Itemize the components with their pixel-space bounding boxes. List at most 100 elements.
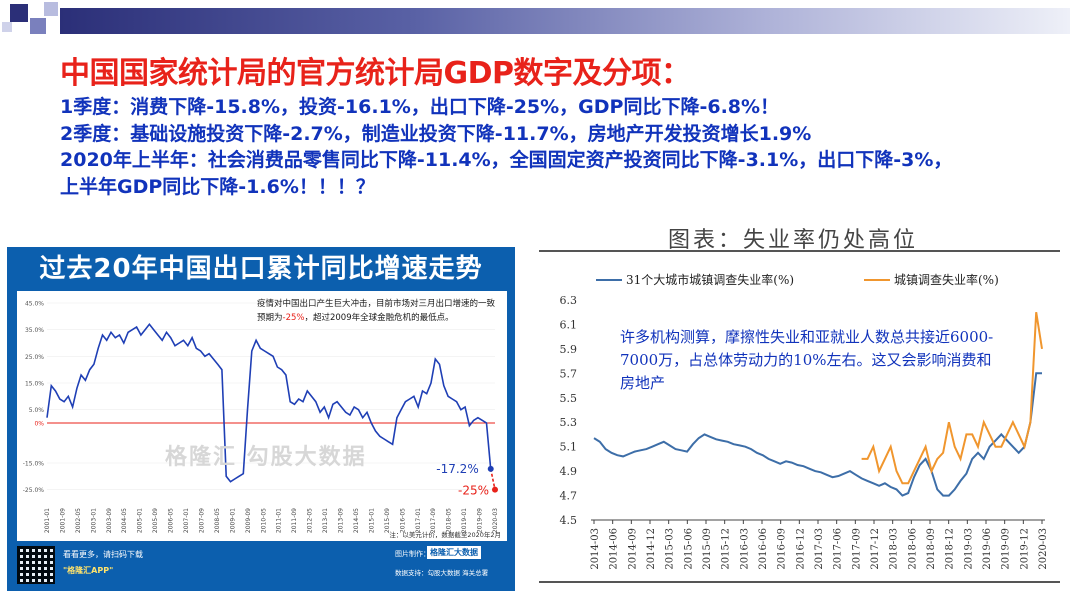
y-tick-label: 5.0% <box>29 407 45 414</box>
x-tick-label: 2019-06 <box>982 528 993 570</box>
x-tick-label: 2005-09 <box>152 508 159 533</box>
unemployment-chart-svg: 6.3 6.1 5.9 5.7 5.5 5.3 5.1 4.9 4.7 4.5 2014-03 201… <box>560 294 1050 570</box>
x-tick-label: 2002-05 <box>75 508 82 533</box>
x-tick-label: 2005-01 <box>137 508 144 533</box>
x-tick-label: 2012-05 <box>307 508 314 533</box>
x-tick-label: 2016-06 <box>758 528 769 570</box>
x-tick-label: 2019-03 <box>963 528 974 570</box>
x-tick-label: 2015-09 <box>384 508 391 533</box>
x-tick-label: 2015-12 <box>721 528 732 570</box>
export-chart-note: 疫情对中国出口产生巨大冲击，目前市场对三月出口增速的一致预期为-25%，超过20… <box>257 297 497 325</box>
y-tick-label: 4.9 <box>560 465 578 478</box>
y-tick-label: 5.1 <box>560 441 578 454</box>
series-31-cities-line <box>593 372 1042 497</box>
summary-lines: 1季度：消费下降-15.8%，投资-16.1%，出口下降-25%，GDP同比下降… <box>60 94 1070 200</box>
x-tick-label: 2007-09 <box>198 508 205 533</box>
annotation-mar: -25% <box>458 484 489 498</box>
export-chart-svg: 45.0% 35.0% 25.0% 15.0% 5.0% 0% -15.0% -25.0% 20… <box>23 301 499 534</box>
summary-line-gdp: 上半年GDP同比下降-1.6%！！！？ <box>60 175 375 198</box>
x-tick-label: 2014-06 <box>609 528 620 570</box>
unemployment-annotation: 许多机构测算，摩擦性失业和亚就业人数总共接近6000-7000万，占总体劳动力的… <box>620 328 994 392</box>
x-tick-label: 2009-09 <box>245 508 252 533</box>
y-tick-label: 35.0% <box>25 327 44 334</box>
deco-square <box>44 2 58 16</box>
x-tick-label: 2015-09 <box>702 528 713 570</box>
deco-square <box>30 18 46 34</box>
x-tick-label: 2016-09 <box>777 528 788 570</box>
x-tick-label: 2019-09 <box>1001 528 1012 570</box>
y-tick-label: 45.0% <box>25 301 44 308</box>
y-tick-label: -15.0% <box>23 461 45 468</box>
slide-title: 中国国家统计局的官方统计局GDP数字及分项： <box>60 56 691 91</box>
export-forecast-line <box>489 468 496 490</box>
note-part-1: 疫情对中国出口产生巨大冲击，目前市场对三月出口增速的一致预期为 <box>257 299 496 323</box>
x-tick-label: 2020-03 <box>1038 528 1049 570</box>
x-tick-label: 2017-03 <box>814 528 825 570</box>
y-tick-label: 0% <box>34 421 44 428</box>
y-tick-label: 5.9 <box>560 343 578 356</box>
watermark: 格隆汇 勾股大数据 <box>165 445 367 470</box>
export-chart-title: 过去20年中国出口累计同比增速走势 <box>39 254 483 284</box>
y-tick-label: 4.7 <box>560 490 578 503</box>
export-chart-area: 格隆汇 勾股大数据 45.0% 35.0% 25.0% 15.0% 5.0% 0% -15.… <box>17 291 507 541</box>
x-tick-label: 2017-12 <box>870 528 881 570</box>
x-tick-label: 2014-05 <box>353 508 360 533</box>
x-tick-label: 2014-09 <box>627 528 638 570</box>
y-tick-label: 15.0% <box>25 381 44 388</box>
x-tick-label: 2017-06 <box>833 528 844 570</box>
point-feb-2020 <box>487 465 494 472</box>
x-tick-label: 2017-09 <box>430 508 437 533</box>
deco-square <box>2 22 12 32</box>
legend-swatch-31-cities <box>596 279 622 281</box>
export-chart-panel: 过去20年中国出口累计同比增速走势 格隆汇 勾股大数据 45.0% 35.0% 25… <box>7 247 515 591</box>
x-tick-label: 2015-06 <box>683 528 694 570</box>
footer-made-by: 图片制作： <box>395 550 430 558</box>
legend-swatch-urban <box>864 279 890 281</box>
header-decoration <box>0 0 1080 40</box>
x-tick-label: 2011-09 <box>291 508 298 533</box>
deco-square <box>10 4 28 22</box>
export-growth-line <box>46 323 492 483</box>
x-tick-label: 2016-12 <box>795 528 806 570</box>
x-tick-label: 2020-03 <box>492 508 499 533</box>
x-tick-label: 2007-01 <box>183 508 190 533</box>
x-tick-label: 2017-09 <box>851 528 862 570</box>
annotation-feb: -17.2% <box>436 462 478 476</box>
export-chart-footer: 看看更多，请扫码下载 "格隆汇APP" 图片制作： 格隆汇大数据 数据支持：勾股… <box>7 541 515 591</box>
x-tick-label: 2018-09 <box>926 528 937 570</box>
x-tick-label: 2018-05 <box>446 508 453 533</box>
y-tick-label: 5.7 <box>560 367 578 380</box>
x-tick-label: 2011-01 <box>276 508 283 533</box>
y-tick-label: 5.5 <box>560 392 578 405</box>
footer-data-source: 数据支持：勾股大数据 海关总署 <box>395 569 489 577</box>
y-tick-label: 6.1 <box>560 318 578 331</box>
header-gradient-bar <box>60 8 1070 34</box>
export-chart-source: 注：以美元计价，数据截至2020年2月 <box>389 531 501 539</box>
y-tick-label: 5.3 <box>560 416 578 429</box>
y-tick-label: -25.0% <box>23 487 45 494</box>
x-tick-label: 2009-01 <box>229 508 236 533</box>
x-tick-label: 2019-09 <box>477 508 484 533</box>
x-tick-label: 2013-01 <box>322 508 329 533</box>
x-tick-label: 2006-05 <box>168 508 175 533</box>
x-tick-label: 2016-03 <box>739 528 750 570</box>
x-tick-label: 2019-12 <box>1019 528 1030 570</box>
legend-31-cities: 31个大城市城镇调查失业率(%) <box>626 273 795 287</box>
x-tick-label: 2018-12 <box>945 528 956 570</box>
summary-line-q1: 1季度：消费下降-15.8%，投资-16.1%，出口下降-25%，GDP同比下降… <box>60 96 780 118</box>
summary-line-q2: 2季度：基础设施投资下降-2.7%，制造业投资下降-11.7%，房地产开发投资增… <box>60 122 812 145</box>
x-tick-label: 2003-01 <box>90 508 97 533</box>
x-tick-label: 2017-01 <box>415 508 422 533</box>
unemployment-chart-panel: 6.3 6.1 5.9 5.7 5.5 5.3 5.1 4.9 4.7 4.5 2014-03 201… <box>539 250 1060 583</box>
x-tick-label: 2018-06 <box>907 528 918 570</box>
x-tick-label: 2008-05 <box>214 508 221 533</box>
y-tick-label: 4.5 <box>560 514 578 527</box>
x-tick-label: 2018-03 <box>889 528 900 570</box>
unemployment-chart-title: 图表：失业率仍处高位 <box>668 228 919 253</box>
point-mar-2020 <box>492 486 498 493</box>
footer-app-name: "格隆汇APP" <box>63 566 114 575</box>
series-urban-line <box>861 312 1043 485</box>
x-tick-label: 2019-01 <box>461 508 468 533</box>
footer-logo: 格隆汇大数据 <box>427 546 481 559</box>
x-tick-label: 2014-03 <box>590 528 601 570</box>
